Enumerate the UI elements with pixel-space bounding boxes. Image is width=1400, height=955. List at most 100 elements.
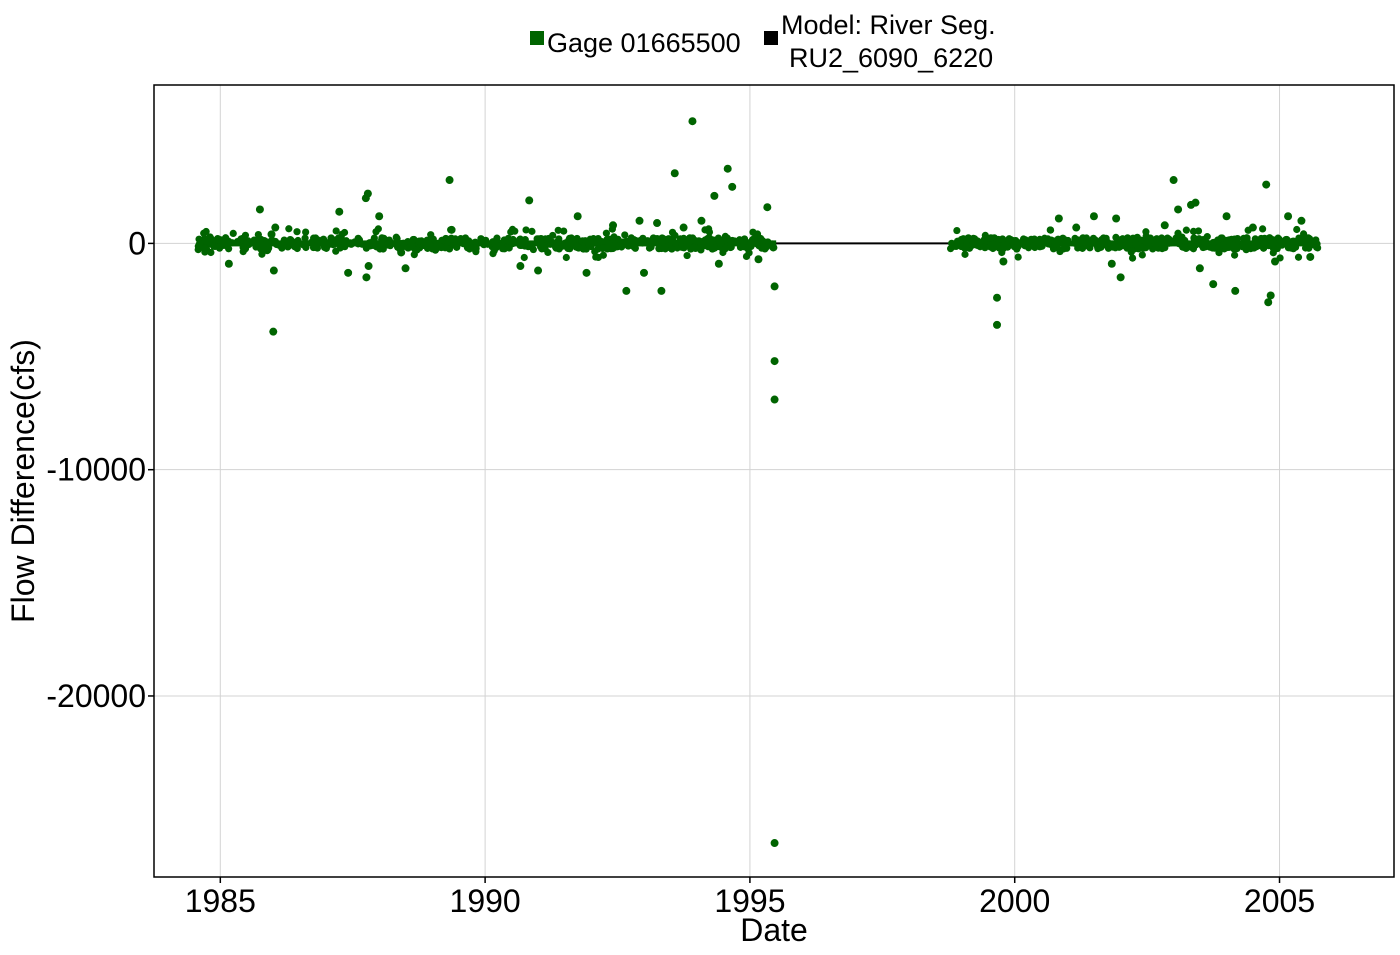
data-point: [497, 242, 505, 250]
data-point: [770, 395, 779, 404]
data-point: [1251, 235, 1259, 243]
data-point: [1051, 240, 1060, 248]
data-point: [683, 251, 691, 260]
legend-label-model-line-2: RU2_6090_6220: [789, 43, 993, 73]
data-point: [602, 229, 610, 237]
data-point: [225, 245, 233, 253]
data-point: [653, 219, 662, 228]
data-point: [1232, 235, 1241, 243]
data-point: [1259, 225, 1267, 233]
data-point: [1038, 242, 1046, 250]
data-point: [1174, 205, 1183, 214]
data-point: [291, 241, 299, 250]
data-point: [375, 212, 384, 221]
data-point: [400, 239, 408, 247]
data-point: [1293, 225, 1301, 234]
data-point: [200, 229, 208, 237]
data-point: [237, 235, 245, 243]
data-point: [299, 241, 307, 249]
data-point: [242, 242, 250, 250]
data-point: [1209, 238, 1217, 247]
legend: Gage 01665500 Model: River Seg. RU2_6090…: [530, 10, 996, 73]
data-point: [572, 243, 580, 251]
legend-label-model-line-1: Model: River Seg.: [781, 10, 996, 40]
data-point: [280, 237, 288, 246]
data-point: [364, 262, 373, 271]
data-point: [1297, 216, 1306, 225]
data-point: [500, 236, 508, 244]
x-axis-title: Date: [740, 912, 808, 948]
x-tick-label: 1985: [185, 883, 256, 919]
data-point: [472, 248, 480, 256]
data-point: [657, 286, 666, 295]
data-point: [552, 244, 560, 252]
data-point: [1222, 212, 1231, 221]
data-point: [957, 235, 966, 244]
data-point: [1070, 239, 1079, 247]
legend-label-gage: Gage 01665500: [547, 28, 741, 58]
data-point: [740, 235, 749, 243]
data-point: [1145, 242, 1153, 250]
data-point: [505, 244, 513, 252]
data-point: [413, 246, 421, 254]
y-tick-label: -10000: [46, 452, 146, 488]
data-point: [332, 227, 340, 235]
gage-series: [194, 117, 1322, 848]
data-point: [1046, 226, 1054, 234]
data-point: [1107, 259, 1116, 268]
data-point: [1005, 235, 1013, 244]
data-point: [993, 320, 1002, 329]
data-point: [610, 233, 618, 241]
legend-swatch-gage: [530, 31, 544, 45]
data-point: [646, 237, 654, 245]
data-point: [224, 259, 233, 268]
data-point: [655, 245, 663, 253]
data-point: [1181, 236, 1189, 245]
data-point: [573, 212, 582, 221]
data-point: [447, 225, 456, 234]
data-point: [1127, 248, 1135, 256]
data-point: [278, 244, 286, 252]
data-point: [989, 244, 997, 253]
data-point: [1161, 236, 1169, 244]
data-point: [629, 243, 638, 251]
data-point: [336, 244, 344, 252]
data-point: [509, 235, 517, 244]
data-point: [636, 236, 644, 245]
data-point: [1284, 212, 1293, 221]
data-point: [471, 238, 479, 246]
data-point: [553, 238, 562, 246]
data-point: [370, 236, 378, 244]
data-point: [362, 242, 371, 250]
data-point: [678, 243, 686, 251]
data-point: [639, 268, 648, 277]
data-point: [324, 241, 332, 250]
y-tick-label: -20000: [46, 678, 146, 714]
data-point: [1264, 298, 1273, 307]
data-point: [621, 231, 629, 239]
data-point: [770, 839, 779, 848]
data-point: [1195, 264, 1204, 273]
data-point: [701, 226, 709, 234]
data-point: [957, 242, 966, 251]
data-point: [459, 240, 467, 248]
data-point: [1215, 249, 1223, 257]
data-point: [647, 243, 655, 251]
data-point: [1086, 244, 1094, 252]
data-point: [1209, 280, 1218, 289]
data-point: [372, 228, 380, 236]
data-point: [1019, 235, 1028, 243]
data-point: [204, 238, 213, 246]
data-point: [752, 239, 760, 247]
data-point: [1160, 221, 1169, 230]
data-point: [516, 262, 525, 271]
data-point: [605, 240, 613, 248]
data-point: [1268, 237, 1277, 245]
data-point: [697, 244, 705, 252]
data-point: [1290, 237, 1298, 245]
data-point: [727, 243, 735, 251]
data-point: [445, 176, 454, 185]
data-point: [1250, 244, 1258, 252]
data-point: [1054, 214, 1063, 223]
data-point: [594, 253, 602, 261]
